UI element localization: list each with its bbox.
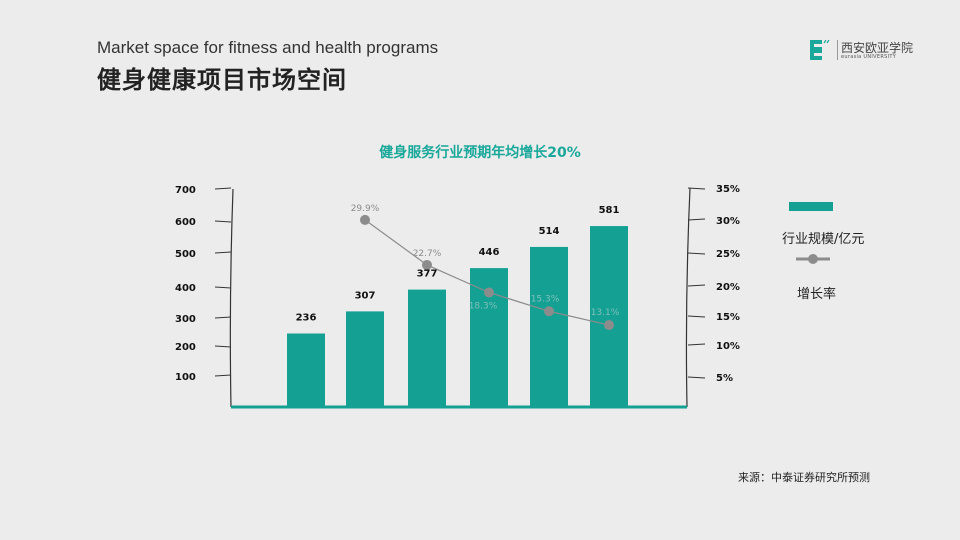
y-right-tick-mark (687, 187, 706, 190)
y-right-tick-mark (687, 252, 706, 255)
bar-value-label: 514 (539, 226, 560, 237)
legend-bar-swatch (789, 202, 833, 211)
chart-title: 健身服务行业预期年均增长20% (379, 145, 581, 161)
growth-rate-point (484, 287, 494, 298)
y-left-tick-label: 100 (175, 372, 196, 383)
legend-line-label: 增长率 (797, 287, 837, 302)
y-axis-right (685, 187, 691, 408)
y-left-tick-label: 500 (175, 249, 196, 260)
bar (530, 246, 568, 407)
y-left-tick-mark (214, 286, 232, 289)
growth-rate-point (360, 214, 370, 225)
growth-rate-point (422, 259, 432, 270)
growth-rate-label: 22.7% (413, 249, 442, 259)
y-right-tick-label: 10% (716, 341, 740, 352)
y-left-tick-label: 600 (175, 217, 196, 228)
y-left-tick-mark (214, 345, 232, 348)
bar (346, 311, 384, 407)
y-right-tick-mark (687, 315, 706, 318)
y-left-tick-label: 400 (175, 283, 196, 294)
page-subtitle-en: Market space for fitness and health prog… (97, 38, 439, 57)
page-title: 健身健康项目市场空间 (97, 66, 347, 94)
y-left-tick-label: 700 (175, 185, 196, 196)
growth-rate-point (544, 306, 554, 317)
y-right-tick-label: 15% (716, 312, 740, 323)
y-right-tick-label: 20% (716, 282, 740, 293)
bar-value-label: 236 (296, 313, 317, 324)
logo-subname: eurasia UNIVERSITY (841, 54, 897, 60)
bar (408, 289, 446, 407)
y-right-tick-mark (687, 218, 706, 221)
y-right-tick-label: 25% (716, 249, 740, 260)
y-right-tick-mark (687, 376, 706, 379)
bar (287, 333, 325, 407)
source-note: 来源：中泰证券研究所预测 (738, 471, 870, 484)
growth-rate-label: 18.3% (469, 301, 498, 311)
legend-line-swatch (796, 254, 830, 264)
growth-rate-point (604, 320, 614, 331)
logo-name: 西安欧亚学院 (841, 41, 914, 55)
growth-rate-label: 13.1% (591, 308, 620, 318)
bar (590, 226, 628, 407)
bar-value-label: 581 (599, 205, 620, 216)
y-left-tick-mark (214, 187, 232, 190)
y-right-tick-label: 5% (716, 373, 733, 384)
legend-bar-label: 行业规模/亿元 (782, 232, 865, 247)
logo-divider (837, 40, 838, 60)
y-left-tick-label: 200 (175, 342, 196, 353)
y-axis-left (229, 188, 234, 408)
y-right-tick-mark (687, 343, 706, 346)
y-left-tick-mark (214, 316, 232, 319)
y-left-tick-mark (214, 220, 232, 223)
eurasia-logo-mark-icon (810, 40, 830, 60)
growth-rate-label: 15.3% (531, 294, 560, 304)
growth-rate-label: 29.9% (351, 204, 380, 214)
bar-value-label: 377 (417, 269, 438, 280)
y-right-tick-label: 35% (716, 184, 740, 195)
bar-value-label: 446 (479, 247, 500, 258)
y-right-tick-label: 30% (716, 216, 740, 227)
y-left-tick-mark (214, 251, 232, 254)
y-right-tick-mark (687, 284, 706, 287)
bar-value-label: 307 (355, 290, 376, 301)
y-left-tick-label: 300 (175, 314, 196, 325)
y-left-tick-mark (214, 374, 232, 377)
